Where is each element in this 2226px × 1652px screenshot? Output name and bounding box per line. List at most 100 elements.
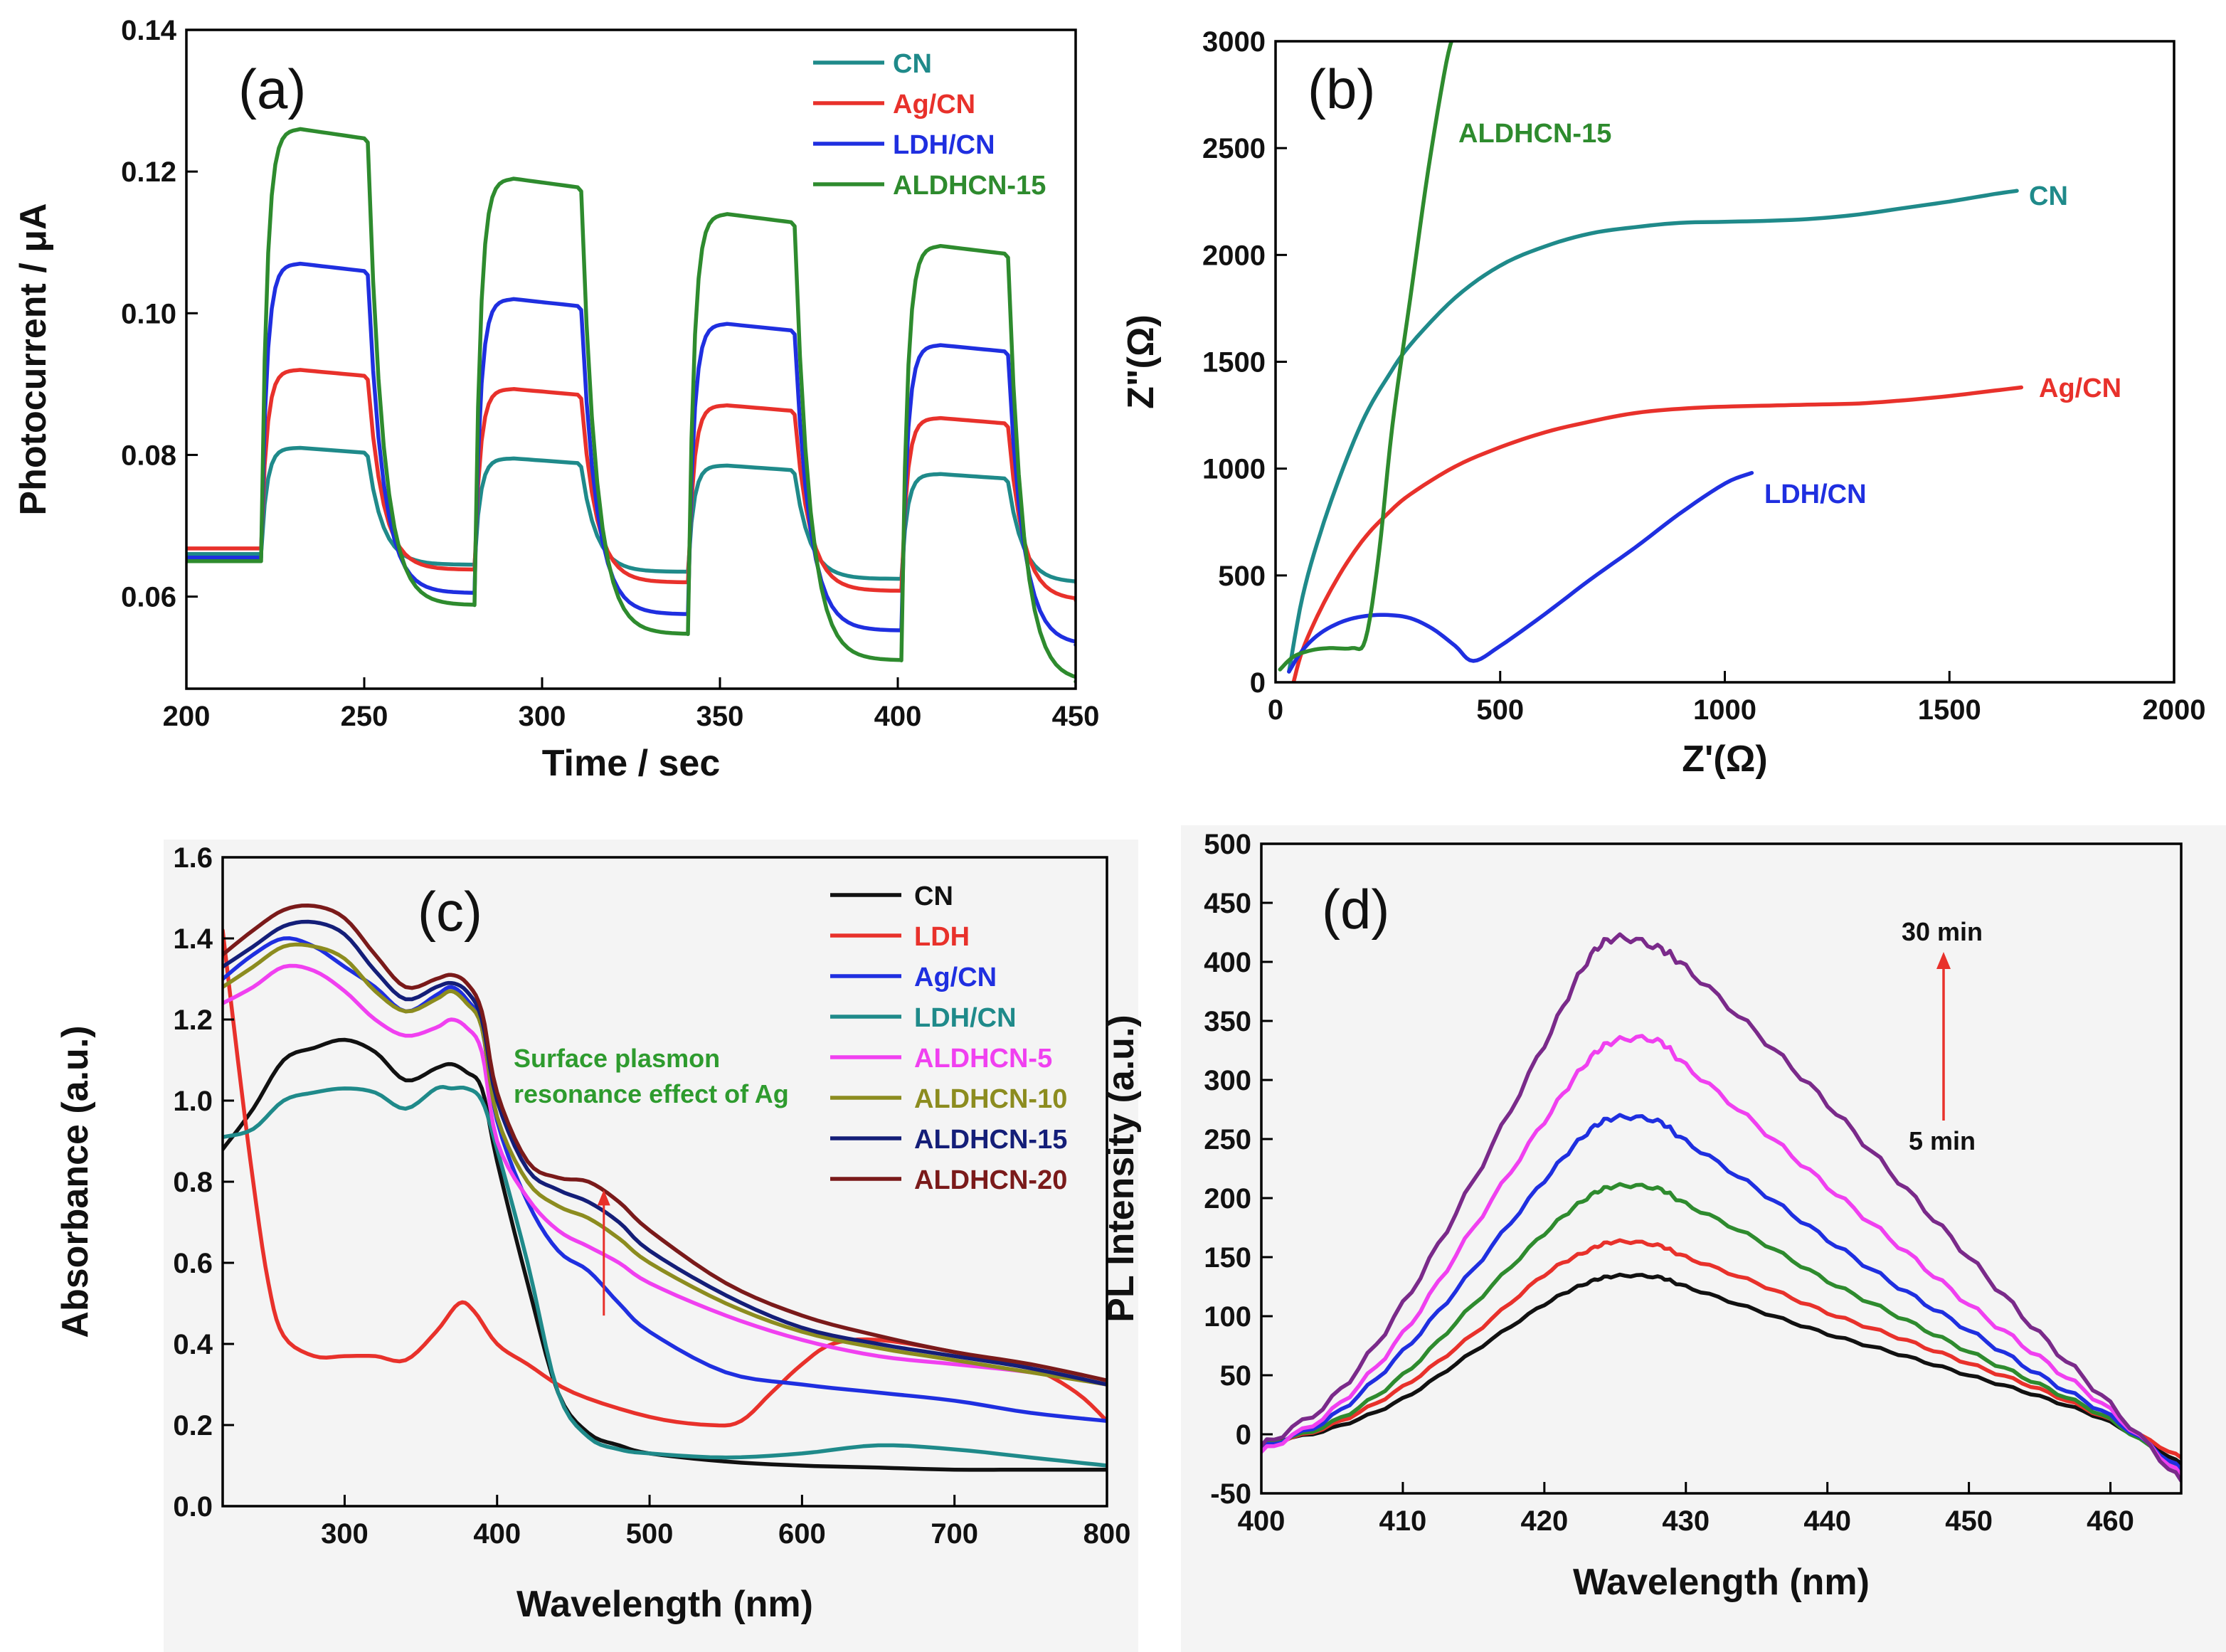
series-line-ALDHCN-20 — [223, 903, 1107, 1383]
y-tick-label: -50 — [1210, 1478, 1251, 1510]
panel-label: (d) — [1322, 878, 1389, 941]
x-tick-label: 300 — [519, 701, 566, 732]
annotation-top: 30 min — [1902, 917, 1983, 946]
series-line-ALDHCN-5 — [223, 963, 1107, 1387]
legend-label: ALDHCN-10 — [914, 1084, 1067, 1114]
legend-label: ALDHCN-20 — [914, 1165, 1067, 1195]
series-line-20 min — [1261, 1113, 2181, 1471]
plot-frame-b — [1274, 40, 2175, 684]
x-tick-label: 410 — [1379, 1505, 1427, 1537]
y-tick-label: 0.4 — [173, 1329, 213, 1360]
series-line-15 min — [1261, 1182, 2181, 1472]
y-tick-label: 0.8 — [173, 1167, 213, 1198]
legend-label: LDH/CN — [893, 130, 995, 160]
y-axis-title: Z"(Ω) — [1120, 314, 1162, 409]
y-tick-label: 0.14 — [121, 15, 177, 46]
series-line-25 min — [1261, 1034, 2181, 1478]
y-tick-label: 1.6 — [173, 842, 213, 874]
y-tick-label: 150 — [1204, 1242, 1251, 1274]
series-line-LDH/CN — [1287, 470, 1754, 674]
x-tick-label: 420 — [1520, 1505, 1568, 1537]
x-tick-label: 800 — [1083, 1518, 1131, 1550]
x-tick-label: 1500 — [1918, 694, 1981, 726]
y-tick-label: 1.0 — [173, 1086, 213, 1117]
series-line-ALDHCN-15 — [186, 127, 1076, 684]
panel-d-background — [1181, 825, 2226, 1652]
y-tick-label: 1.2 — [173, 1005, 213, 1036]
curve-label: ALDHCN-15 — [1458, 119, 1611, 149]
legend-label: CN — [914, 881, 953, 911]
curve-label: CN — [2029, 181, 2068, 211]
y-tick-label: 1000 — [1202, 454, 1266, 485]
arrow-head — [1936, 952, 1951, 969]
x-tick-label: 430 — [1662, 1505, 1710, 1537]
y-tick-label: 0.6 — [173, 1248, 213, 1279]
legend-label: ALDHCN-5 — [914, 1044, 1052, 1074]
x-tick-label: 400 — [473, 1518, 521, 1550]
series-line-ALDHCN-15 — [223, 919, 1107, 1387]
curve-label: Ag/CN — [2039, 374, 2121, 403]
x-tick-label: 450 — [1052, 701, 1100, 732]
panel-c: 300 400 500 600 700 800 0.0 0.2 0.4 0.6 0.8 1.0 1.2 1… — [55, 842, 1130, 1625]
legend-label: ALDHCN-15 — [893, 171, 1046, 201]
series-line-ALDHCN-10 — [223, 942, 1107, 1387]
x-tick-label: 350 — [696, 701, 744, 732]
y-tick-label: 0.0 — [173, 1491, 213, 1523]
y-tick-label: 500 — [1218, 561, 1266, 592]
y-tick-label: 1500 — [1202, 347, 1266, 378]
legend-label: LDH/CN — [914, 1003, 1017, 1033]
y-tick-label: 0.08 — [121, 440, 176, 471]
curve-label: LDH/CN — [1764, 480, 1867, 509]
x-tick-label: 400 — [1238, 1505, 1286, 1537]
y-axis-title: Photocurrent / μA — [13, 203, 54, 515]
panel-b: 0 500 1000 1500 2000 0 500 1000 1500 2000 2500 3000… — [1120, 26, 2205, 780]
x-axis-title: Wavelength (nm) — [516, 1584, 813, 1625]
y-tick-label: 2500 — [1202, 133, 1266, 164]
series-line-ALDHCN-15 — [1278, 41, 1454, 672]
y-tick-label: 450 — [1204, 888, 1251, 919]
series-line-LDH/CN — [186, 261, 1076, 647]
arrow-head — [597, 1190, 610, 1206]
plot-frame-a — [185, 28, 1077, 690]
annotation-bottom: 5 min — [1909, 1126, 1976, 1155]
y-tick-label: 2000 — [1202, 240, 1266, 271]
panel-d: 400 410 420 430 440 450 460 -50 0 50 100 150 200 250 3… — [1101, 829, 2183, 1603]
x-tick-label: 450 — [1945, 1505, 1993, 1537]
y-axis-title: PL Intensity (a.u.) — [1101, 1015, 1142, 1322]
y-axis-title: Absorbance (a.u.) — [55, 1025, 96, 1338]
series-line-5 min — [1261, 1272, 2181, 1466]
x-tick-label: 400 — [874, 701, 922, 732]
panel-label: (c) — [418, 880, 482, 943]
y-tick-label: 350 — [1204, 1006, 1251, 1037]
x-axis-title: Z'(Ω) — [1682, 738, 1767, 780]
series-line-30 min — [1261, 932, 2181, 1483]
x-tick-label: 500 — [1476, 694, 1524, 726]
y-tick-label: 100 — [1204, 1301, 1251, 1333]
x-axis-title: Wavelength (nm) — [1573, 1562, 1870, 1603]
y-tick-label: 1.4 — [173, 923, 213, 955]
series-line-Ag/CN — [186, 368, 1076, 603]
x-tick-label: 700 — [931, 1518, 978, 1550]
annotation-line-2: resonance effect of Ag — [514, 1079, 789, 1108]
x-tick-label: 250 — [341, 701, 388, 732]
x-tick-label: 2000 — [2143, 694, 2206, 726]
legend-label: Ag/CN — [914, 963, 997, 992]
y-tick-label: 400 — [1204, 947, 1251, 978]
series-line-LDH/CN — [223, 1085, 1107, 1468]
legend-label: LDH — [914, 922, 970, 952]
series-line-CN — [186, 445, 1076, 585]
y-tick-label: 250 — [1204, 1124, 1251, 1155]
x-axis-title: Time / sec — [542, 743, 721, 784]
plot-frame-d — [1260, 842, 2183, 1495]
annotation-line-1: Surface plasmon — [514, 1044, 720, 1073]
series-line-LDH — [223, 928, 1107, 1428]
legend-label: ALDHCN-15 — [914, 1125, 1067, 1155]
x-tick-label: 600 — [778, 1518, 826, 1550]
x-tick-label: 1000 — [1693, 694, 1756, 726]
x-tick-label: 500 — [626, 1518, 674, 1550]
y-tick-label: 0.2 — [173, 1410, 213, 1441]
y-tick-label: 0 — [1236, 1419, 1251, 1451]
legend-label: Ag/CN — [893, 90, 975, 120]
y-tick-label: 50 — [1220, 1360, 1252, 1392]
